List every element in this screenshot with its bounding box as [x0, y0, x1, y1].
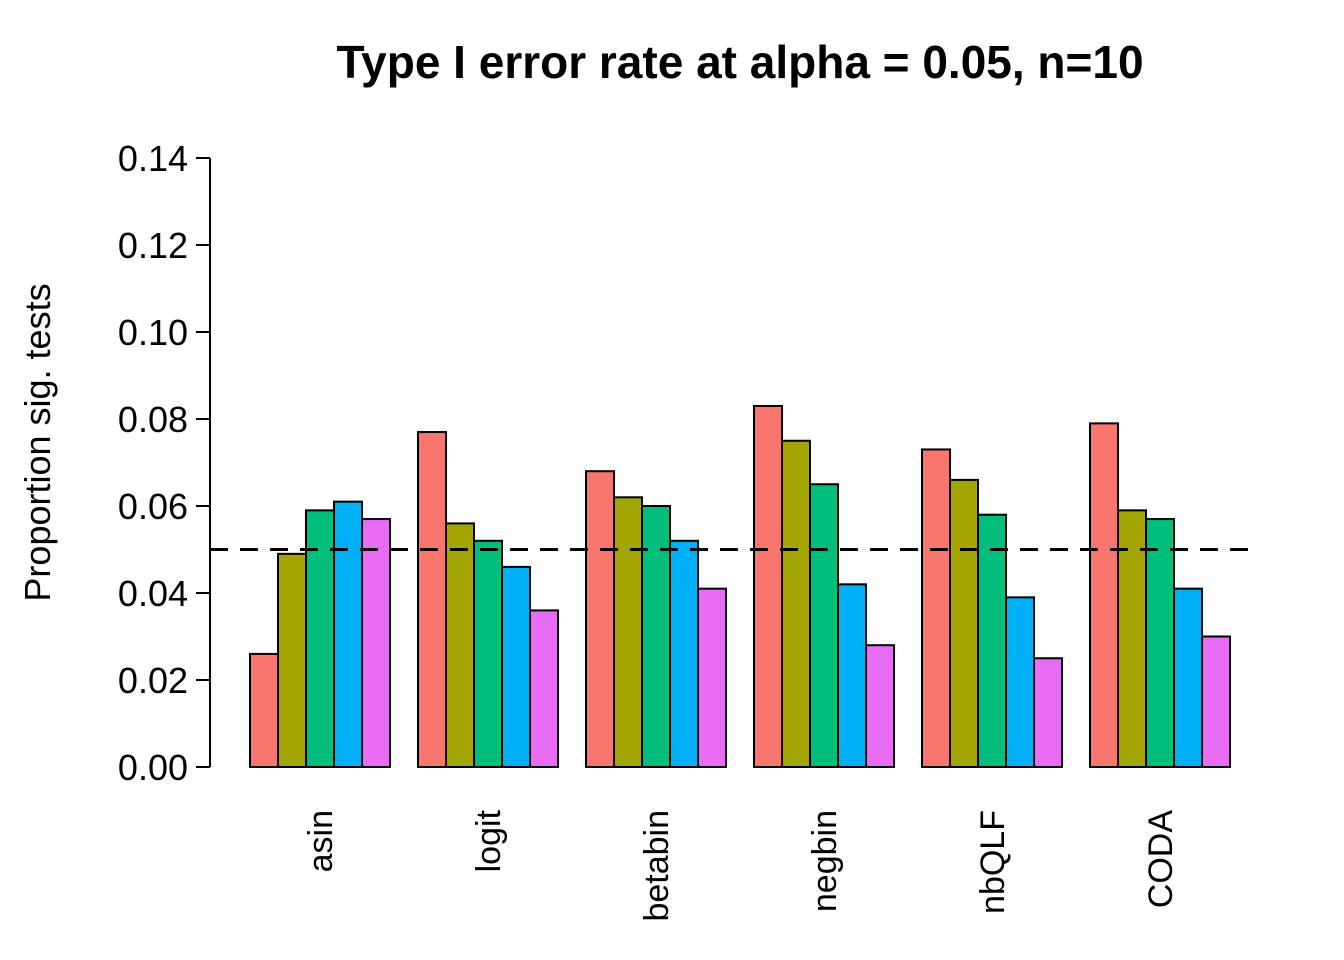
bar-negbin-1 [753, 404, 783, 768]
bar-logit-2 [445, 522, 475, 769]
bar-logit-4 [501, 565, 531, 769]
bar-CODA-1 [1089, 422, 1119, 768]
category-label-asin: asin [302, 810, 340, 872]
bar-negbin-3 [809, 483, 839, 768]
y-tick-label: 0.02 [118, 660, 188, 701]
chart-title: Type I error rate at alpha = 0.05, n=10 [336, 36, 1143, 88]
bar-group-negbin [753, 404, 895, 769]
bar-groups [249, 404, 1231, 769]
bar-betabin-3 [641, 505, 671, 768]
y-tick-label: 0.06 [118, 486, 188, 527]
bar-betabin-4 [669, 539, 699, 768]
bar-group-CODA [1089, 422, 1231, 769]
bar-asin-5 [361, 518, 391, 768]
bar-CODA-5 [1201, 635, 1231, 768]
bar-CODA-4 [1173, 587, 1203, 769]
category-label-CODA: CODA [1142, 810, 1180, 909]
bar-group-nbQLF [921, 448, 1063, 769]
bar-asin-1 [249, 652, 279, 769]
category-label-betabin: betabin [638, 810, 676, 922]
category-label-logit: logit [470, 809, 508, 872]
y-tick-label: 0.12 [118, 225, 188, 266]
bar-negbin-2 [781, 439, 811, 768]
bar-nbQLF-3 [977, 513, 1007, 769]
y-tick-label: 0.08 [118, 399, 188, 440]
bar-betabin-1 [585, 470, 615, 768]
bar-CODA-3 [1145, 518, 1175, 768]
bar-betabin-5 [697, 587, 727, 769]
bar-betabin-2 [613, 496, 643, 768]
y-axis-label: Proportion sig. tests [17, 283, 58, 601]
y-tick-label: 0.04 [118, 573, 188, 614]
y-tick-label: 0.14 [118, 138, 188, 179]
bar-CODA-2 [1117, 509, 1147, 768]
bar-nbQLF-1 [921, 448, 951, 768]
bar-logit-5 [529, 609, 559, 769]
y-axis: 0.00 0.02 0.04 0.06 0.08 0.10 0.12 0.14 [118, 138, 211, 788]
bar-asin-4 [333, 500, 363, 768]
category-label-nbQLF: nbQLF [974, 810, 1012, 914]
bar-logit-1 [417, 431, 447, 768]
bar-group-logit [417, 431, 559, 769]
y-tick-label: 0.00 [118, 747, 188, 788]
bar-logit-3 [473, 539, 503, 768]
category-labels: asin logit betabin negbin nbQLF CODA [302, 809, 1180, 921]
bar-negbin-4 [837, 583, 867, 768]
bar-asin-2 [277, 552, 307, 768]
bar-nbQLF-2 [949, 478, 979, 768]
bar-nbQLF-4 [1005, 596, 1035, 768]
category-label-negbin: negbin [806, 810, 844, 912]
bar-nbQLF-5 [1033, 657, 1063, 768]
bar-group-betabin [585, 470, 727, 769]
y-tick-label: 0.10 [118, 312, 188, 353]
bar-group-asin [249, 500, 391, 769]
bar-negbin-5 [865, 644, 895, 769]
